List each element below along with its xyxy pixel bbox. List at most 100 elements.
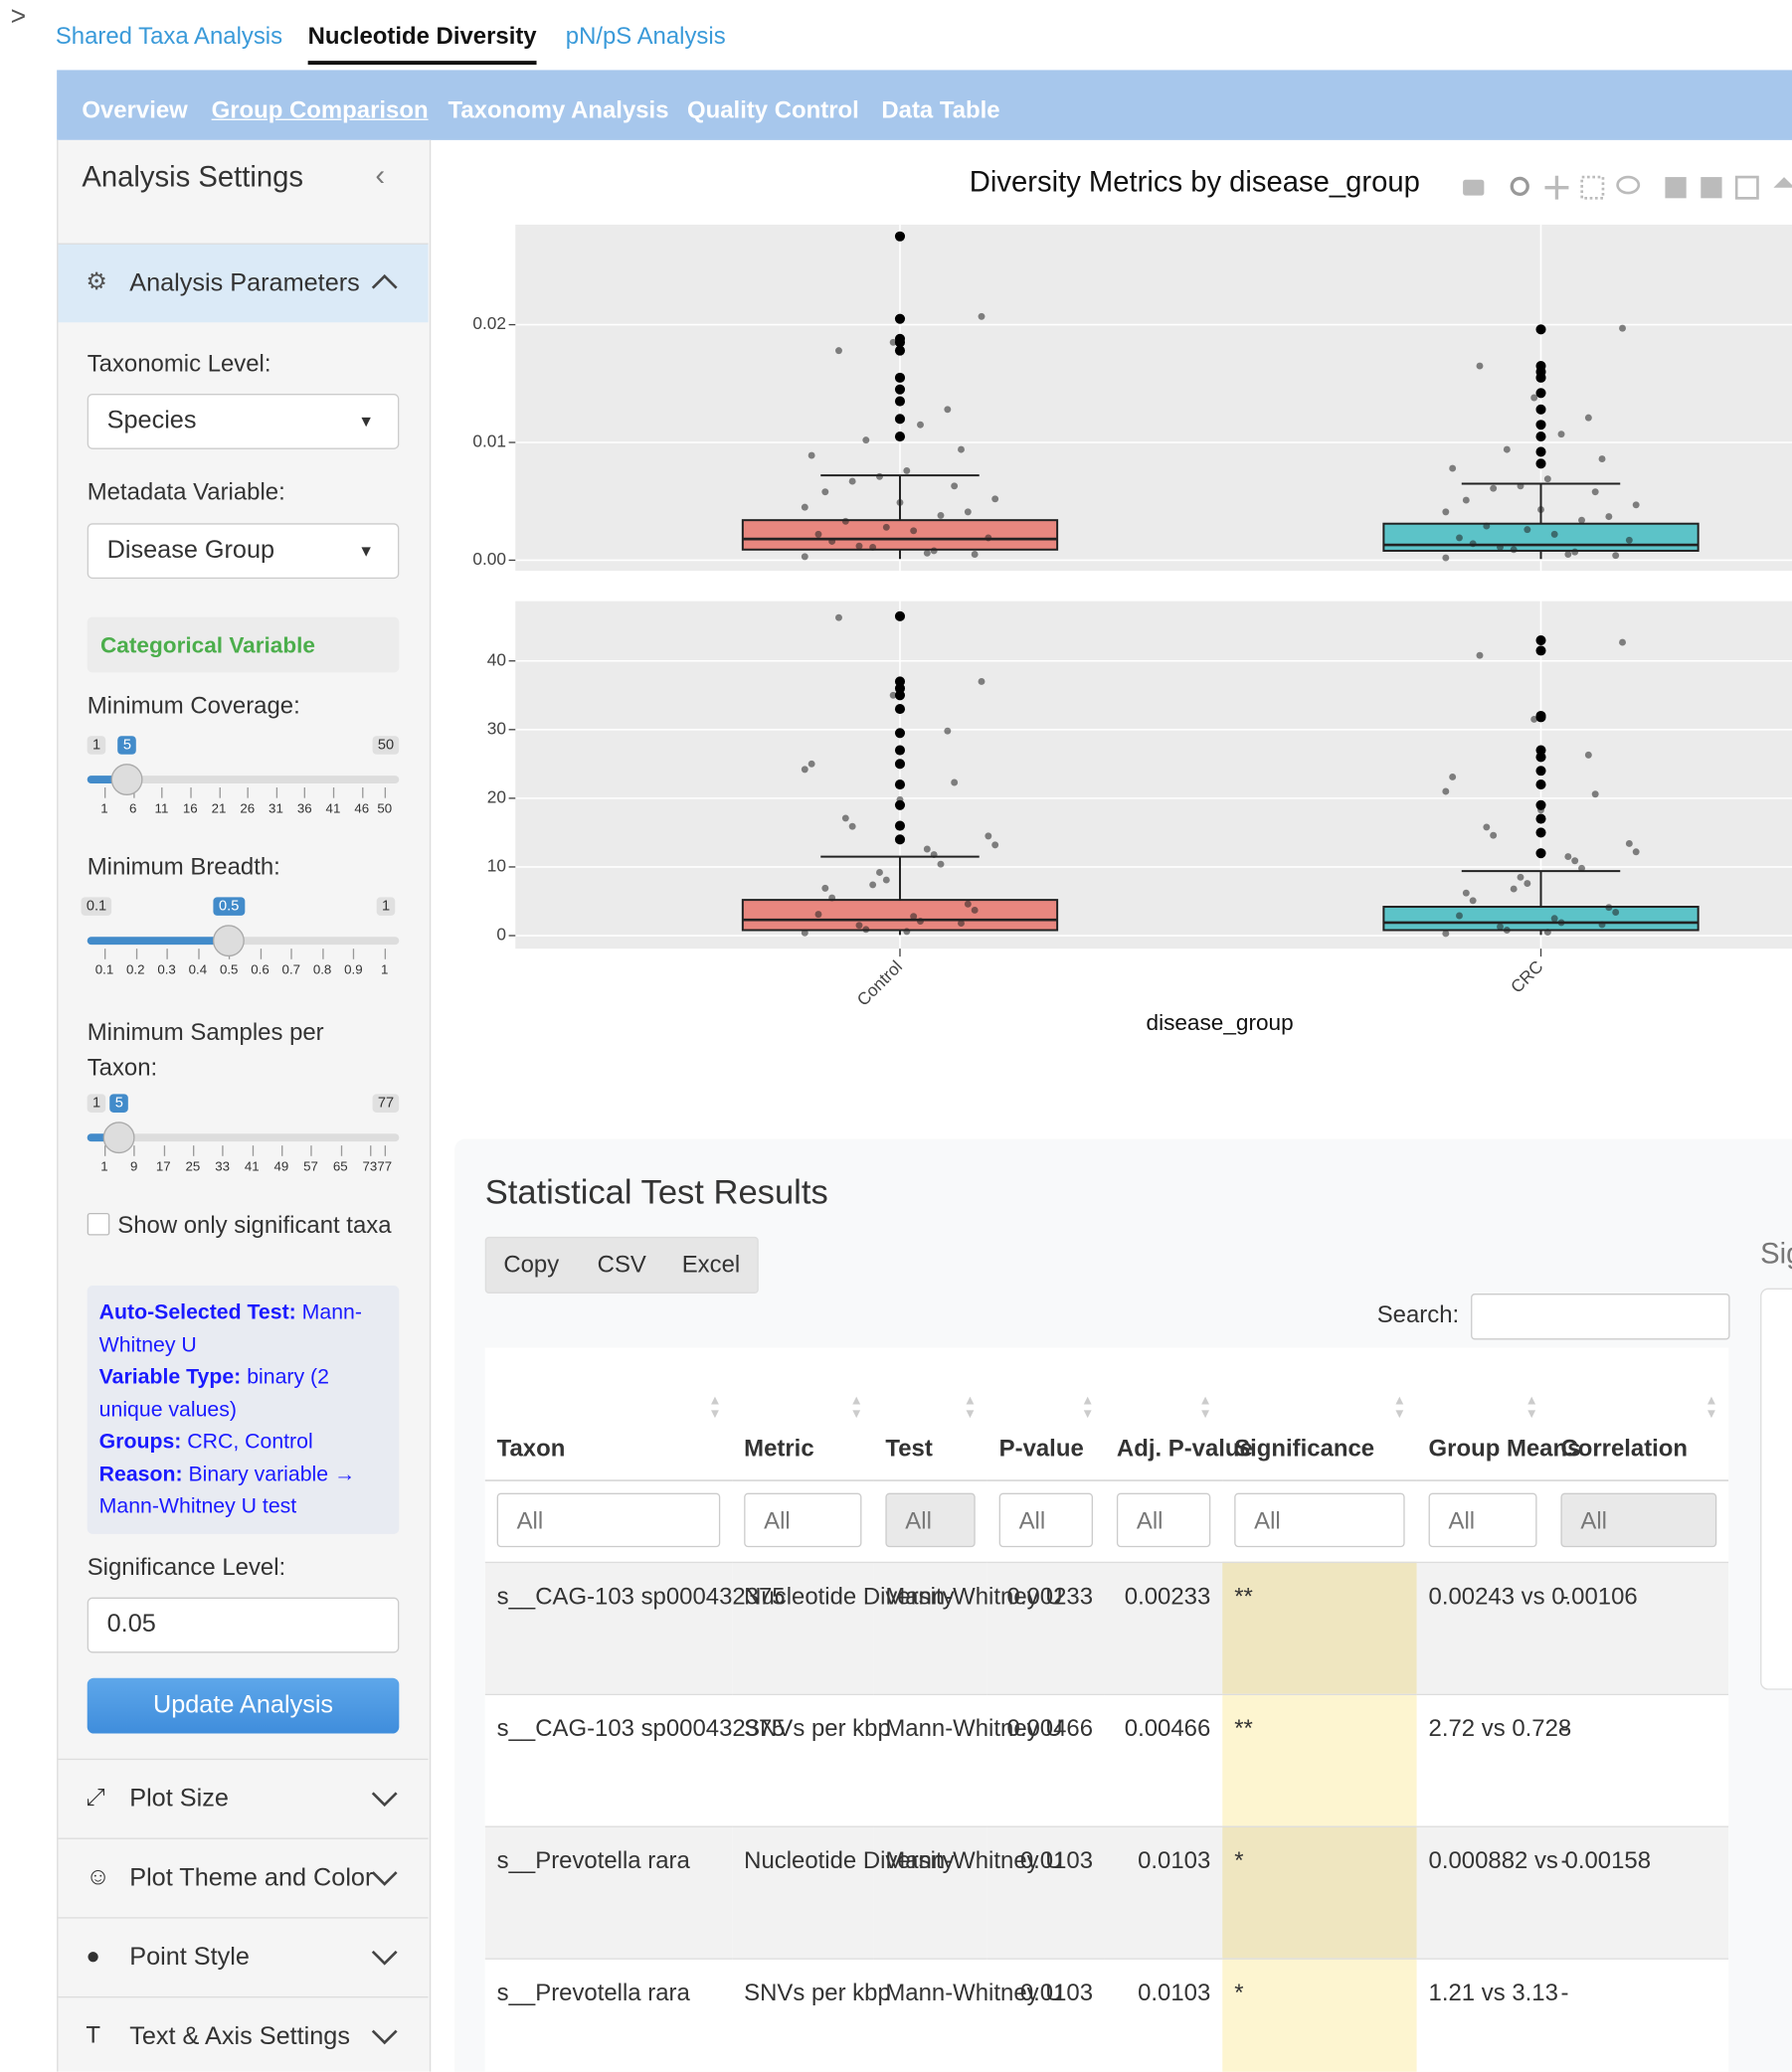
- accordion-icon: ☺: [86, 1862, 110, 1890]
- jitter-point: [1517, 873, 1524, 881]
- table-row: s__Prevotella rara Nucleotide Diversity Ma…: [484, 1825, 1729, 1959]
- slider-tick: [133, 1145, 135, 1156]
- table-cell: 0.0103: [1019, 1846, 1094, 1873]
- select[interactable]: Species ▼: [87, 394, 400, 449]
- outlier: [894, 676, 906, 687]
- accordion-icon: ⤢: [86, 1784, 105, 1811]
- outlier: [1535, 372, 1546, 383]
- jitter-point: [1564, 853, 1572, 861]
- jitter-point: [1476, 651, 1484, 659]
- checkbox[interactable]: [87, 1212, 110, 1236]
- slider-tick-label: 41: [325, 801, 341, 817]
- jitter-point: [814, 911, 822, 919]
- filter-input[interactable]: All: [998, 1492, 1094, 1547]
- collapse-button[interactable]: ‹: [375, 158, 386, 192]
- filter-cell: All: [987, 1479, 1105, 1561]
- filter-input[interactable]: All: [1428, 1492, 1537, 1547]
- jitter-point: [869, 543, 877, 551]
- column-header[interactable]: Significance ▲ ▼: [1222, 1347, 1416, 1479]
- variable-kind: Categorical Variable: [99, 632, 315, 658]
- update-button[interactable]: Update Analysis: [87, 1677, 400, 1734]
- results-table: Taxon ▲ ▼ Metric ▲ ▼ Test ▲ ▼ P-value ▲ ▼ Adj. P-val…: [484, 1347, 1729, 2072]
- subtab[interactable]: Quality Control: [687, 96, 859, 123]
- jitter-point: [1557, 431, 1565, 438]
- column-header-text: Taxon: [496, 1434, 566, 1462]
- column-header[interactable]: Metric ▲ ▼: [732, 1347, 873, 1479]
- slider-tick: [353, 949, 355, 959]
- slider-tick: [135, 949, 137, 959]
- subtab[interactable]: Taxonomy Analysis: [448, 96, 669, 123]
- slider-tick: [304, 787, 306, 798]
- tab-active[interactable]: Nucleotide Diversity: [307, 23, 537, 66]
- excel-button[interactable]: Excel: [681, 1251, 741, 1279]
- jitter-point: [1619, 324, 1626, 332]
- slider-tick: [103, 787, 106, 798]
- jitter-point: [1632, 848, 1640, 856]
- table-cell: 0.000882 vs 0.00158: [1428, 1846, 1652, 1873]
- copy-button[interactable]: Copy: [503, 1251, 560, 1279]
- slider-handle[interactable]: [111, 764, 143, 796]
- slider-tick-label: 50: [377, 801, 393, 817]
- outlier: [894, 610, 906, 621]
- column-header[interactable]: Group Means ▲ ▼: [1417, 1347, 1581, 1479]
- accordion-header[interactable]: ● Point Style: [58, 1917, 429, 1996]
- outlier: [1535, 848, 1546, 859]
- accordion-header[interactable]: ⤢ Plot Size: [58, 1758, 429, 1838]
- subtab[interactable]: Data Table: [881, 96, 1000, 123]
- filter-input[interactable]: All: [744, 1492, 862, 1547]
- slider-tick-label: 0.9: [344, 962, 363, 978]
- jitter-point: [1550, 530, 1558, 538]
- table-cell: **: [1222, 1693, 1417, 1826]
- subtab-active[interactable]: Group Comparison: [211, 96, 429, 123]
- sort-icon: ▲ ▼: [963, 1394, 978, 1422]
- slider-tick-label: 17: [155, 1159, 171, 1175]
- jitter-point: [862, 436, 870, 444]
- jitter-point: [1625, 536, 1633, 544]
- tab[interactable]: Shared Taxa Analysis: [55, 22, 283, 50]
- subtab[interactable]: Overview: [82, 96, 188, 123]
- tab[interactable]: pN/pS Analysis: [565, 22, 726, 50]
- collapse-arrow[interactable]: >: [10, 2, 27, 32]
- column-header[interactable]: Test ▲ ▼: [873, 1347, 986, 1479]
- jitter-point: [1456, 534, 1463, 542]
- outlier: [1535, 432, 1546, 442]
- slider-handle[interactable]: [213, 925, 246, 957]
- outlier: [894, 414, 906, 425]
- accordion-header[interactable]: ☺ Plot Theme and Color: [58, 1837, 429, 1918]
- csv-button[interactable]: CSV: [597, 1251, 646, 1279]
- plot: Diversity Metrics by disease_group disea…: [472, 166, 1792, 1035]
- outlier: [894, 704, 906, 715]
- input[interactable]: 0.05: [87, 1597, 400, 1653]
- table-cell: 2.72 vs 0.728: [1428, 1714, 1572, 1741]
- accordion-header[interactable]: [58, 243, 429, 323]
- slider-tick: [310, 1145, 312, 1156]
- jitter-point: [1625, 840, 1633, 847]
- slider-tick: [340, 1145, 342, 1156]
- accordion-header[interactable]: T Text & Axis Settings: [58, 1995, 429, 2072]
- slider-tick: [260, 949, 262, 959]
- jitter-point: [1584, 414, 1592, 422]
- search-input[interactable]: [1471, 1294, 1730, 1340]
- filter-input[interactable]: All: [1116, 1492, 1211, 1547]
- column-header[interactable]: Taxon ▲ ▼: [485, 1347, 733, 1479]
- jitter-point: [855, 922, 863, 930]
- filter-input[interactable]: All: [1234, 1492, 1405, 1547]
- filter-input[interactable]: All: [496, 1492, 721, 1547]
- slider-handle[interactable]: [102, 1122, 135, 1154]
- column-header[interactable]: Adj. P-value ▲ ▼: [1105, 1347, 1253, 1479]
- outlier: [894, 372, 906, 383]
- field-label: Minimum Breadth:: [87, 853, 280, 881]
- filter-input[interactable]: All: [1560, 1492, 1717, 1547]
- column-header[interactable]: Correlation ▲ ▼: [1548, 1347, 1728, 1479]
- caret-down: [371, 1871, 398, 1886]
- filter-cell: All: [1222, 1479, 1416, 1561]
- filter-input[interactable]: All: [885, 1492, 976, 1547]
- column-header[interactable]: P-value ▲ ▼: [987, 1347, 1105, 1479]
- outlier: [894, 799, 906, 810]
- outlier: [894, 313, 906, 324]
- slider-min: 1: [87, 736, 106, 755]
- table-cell: Mann-Whitney U: [885, 1979, 1063, 2005]
- jitter-point: [876, 472, 883, 480]
- select[interactable]: Disease Group ▼: [87, 523, 400, 580]
- outlier: [894, 337, 906, 348]
